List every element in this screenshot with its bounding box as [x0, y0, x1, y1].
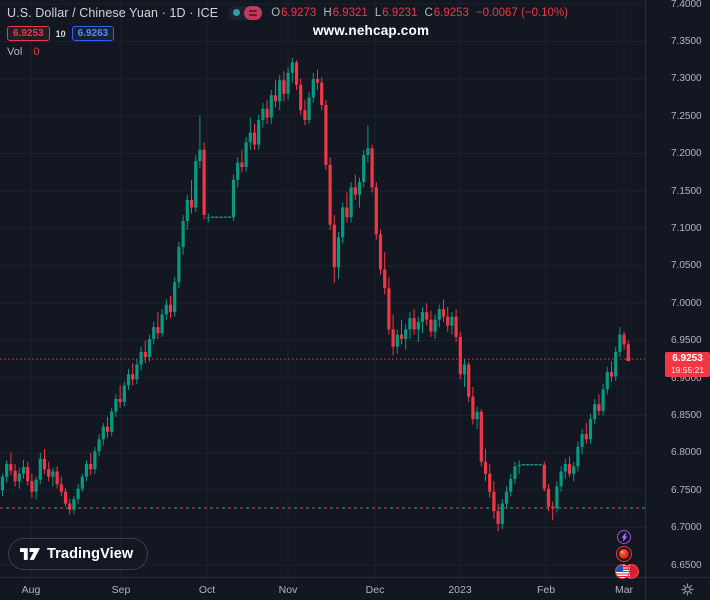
change-value: −0.0067 (−0.10%): [475, 6, 569, 19]
volume-value: 0: [33, 46, 40, 58]
price-tick-label: 6.8000: [671, 447, 702, 459]
sell-price-button[interactable]: 6.9253: [7, 26, 50, 41]
usd-flag-icon: [615, 564, 630, 579]
price-tick-label: 6.9000: [671, 372, 702, 384]
time-tick-label: Oct: [198, 584, 216, 596]
price-axis[interactable]: 6.9253 19:55:21 7.4000 7.3500 7.3000 7.2500…: [646, 0, 710, 577]
price-tick-label: 6.9500: [671, 335, 702, 347]
time-axis-separator: [0, 577, 710, 578]
price-axis-separator: [645, 0, 646, 600]
open-value: 6.9273: [281, 6, 317, 19]
china-flag-icon: [619, 549, 629, 559]
lightning-icon: [621, 532, 627, 542]
time-axis[interactable]: Aug Sep Oct Nov Dec 2023 Feb Mar: [0, 578, 646, 600]
usd-cny-pair-button[interactable]: [615, 564, 640, 579]
open-label: O: [271, 6, 281, 19]
close-value: 6.9253: [433, 6, 469, 19]
time-tick-label: Aug: [21, 584, 41, 596]
low-value: 6.9231: [382, 6, 418, 19]
volume-label: Vol: [7, 46, 23, 58]
price-tick-label: 6.7000: [671, 522, 702, 534]
tradingview-mark-icon: [20, 548, 40, 560]
time-tick-label: Sep: [111, 584, 131, 596]
china-flag-button[interactable]: [616, 546, 632, 562]
ohlc-readout: O 6.9273 H 6.9321 L 6.9231 C 6.9253 −0.0067 …: [271, 7, 568, 19]
settings-gear-icon[interactable]: [681, 583, 694, 596]
price-tick-label: 7.3000: [671, 73, 702, 85]
site-watermark: www.nehcap.com: [312, 23, 430, 38]
price-tick-label: 6.7500: [671, 484, 702, 496]
lightning-button[interactable]: [617, 530, 631, 544]
candle-countdown: 19:55:21: [670, 365, 705, 375]
market-status-toggle[interactable]: [228, 5, 263, 20]
low-label: L: [374, 6, 382, 19]
current-price-value: 6.9253: [672, 353, 703, 364]
price-tick-label: 7.4000: [671, 0, 702, 10]
close-label: C: [424, 6, 433, 19]
price-tick-label: 7.2000: [671, 148, 702, 160]
buy-price-button[interactable]: 6.9263: [71, 26, 115, 41]
price-tick-label: 7.3500: [671, 35, 702, 47]
time-tick-label: Dec: [365, 584, 385, 596]
time-tick-label: Nov: [278, 584, 298, 596]
pause-icon: [244, 5, 263, 20]
price-tick-label: 6.6500: [671, 559, 702, 571]
time-tick-label: Feb: [536, 584, 556, 596]
volume-readout: Vol 0: [7, 46, 568, 58]
time-tick-label: 2023: [448, 584, 472, 596]
spread-value: 10: [55, 28, 66, 39]
price-tick-label: 7.0500: [671, 260, 702, 272]
high-label: H: [323, 6, 332, 19]
price-tick-label: 7.0000: [671, 297, 702, 309]
tradingview-logo-text: TradingView: [47, 546, 134, 562]
tradingview-logo[interactable]: TradingView: [8, 538, 149, 570]
symbol-title[interactable]: U.S. Dollar / Chinese Yuan · 1D · ICE: [7, 5, 219, 20]
current-price-label: 6.9253 19:55:21: [665, 352, 710, 377]
status-dot-icon: [233, 9, 241, 16]
time-tick-label: Mar: [614, 584, 634, 596]
price-tick-label: 6.8500: [671, 409, 702, 421]
price-tick-label: 7.1000: [671, 222, 702, 234]
high-value: 6.9321: [332, 6, 368, 19]
price-tick-label: 7.2500: [671, 110, 702, 122]
candlestick-chart[interactable]: [0, 0, 646, 577]
price-tick-label: 7.1500: [671, 185, 702, 197]
